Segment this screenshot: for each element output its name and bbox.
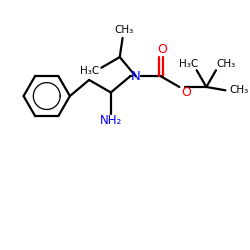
- Text: NH₂: NH₂: [100, 114, 122, 127]
- Text: H₃C: H₃C: [80, 66, 100, 76]
- Text: H₃C: H₃C: [179, 60, 199, 70]
- Text: CH₃: CH₃: [216, 60, 235, 70]
- Text: N: N: [131, 70, 141, 83]
- Text: O: O: [181, 86, 191, 99]
- Text: O: O: [157, 43, 167, 56]
- Text: CH₃: CH₃: [229, 85, 248, 95]
- Text: CH₃: CH₃: [114, 25, 133, 35]
